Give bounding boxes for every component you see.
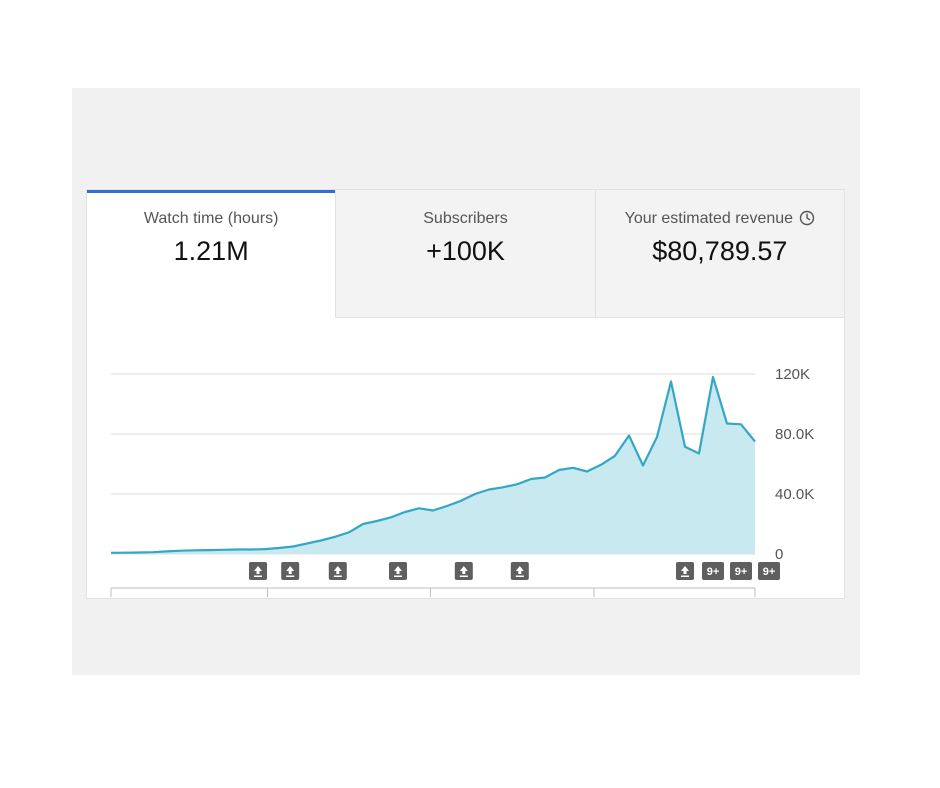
tab-value: 1.21M: [173, 236, 249, 266]
annotation-badge: [758, 562, 780, 580]
tab-value: $80,789.57: [652, 236, 788, 266]
tab-label: Watch time (hours): [143, 210, 279, 227]
annotation-badge: [730, 562, 752, 580]
tab-value: +100K: [426, 236, 505, 266]
tab-estimated-revenue[interactable]: Your estimated revenue $80,789.57: [594, 190, 844, 318]
y-tick-label: 120K: [775, 366, 810, 383]
series-line: [110, 375, 756, 554]
tab-label: Your estimated revenue: [624, 210, 794, 227]
y-tick-label: 40.0K: [775, 486, 814, 503]
upload-icon[interactable]: [389, 562, 407, 580]
y-tick-label: 0: [775, 546, 783, 563]
y-tick-label: 80.0K: [775, 426, 814, 443]
chart-svg: 120K 80.0K 40.0K 0 9+ 9+ 9+: [110, 366, 814, 597]
upload-icon[interactable]: [454, 562, 473, 580]
upload-icon[interactable]: [676, 562, 694, 580]
upload-icon[interactable]: [328, 562, 347, 580]
upload-icon[interactable]: [281, 562, 300, 580]
upload-icon[interactable]: [510, 562, 529, 580]
annotation-badge-label: 9+: [763, 566, 776, 578]
upload-icon[interactable]: [249, 562, 267, 580]
area-fill: [111, 377, 755, 554]
tab-label-wrap: Your estimated revenue: [596, 210, 844, 228]
annotation-badge-label: 9+: [735, 566, 748, 578]
analytics-card: Watch time (hours) 1.21M Subscribers +10…: [86, 189, 845, 599]
annotation-badge: [702, 562, 724, 580]
clock-icon[interactable]: [799, 210, 815, 226]
metric-tabs: Watch time (hours) 1.21M Subscribers +10…: [87, 190, 844, 318]
tab-watch-time[interactable]: Watch time (hours) 1.21M: [87, 190, 336, 318]
annotation-badge-label: 9+: [707, 566, 720, 578]
tab-label: Subscribers: [423, 210, 508, 227]
watch-time-chart: 120K 80.0K 40.0K 0 9+ 9+ 9+: [87, 318, 844, 598]
tab-subscribers[interactable]: Subscribers +100K: [335, 190, 595, 318]
